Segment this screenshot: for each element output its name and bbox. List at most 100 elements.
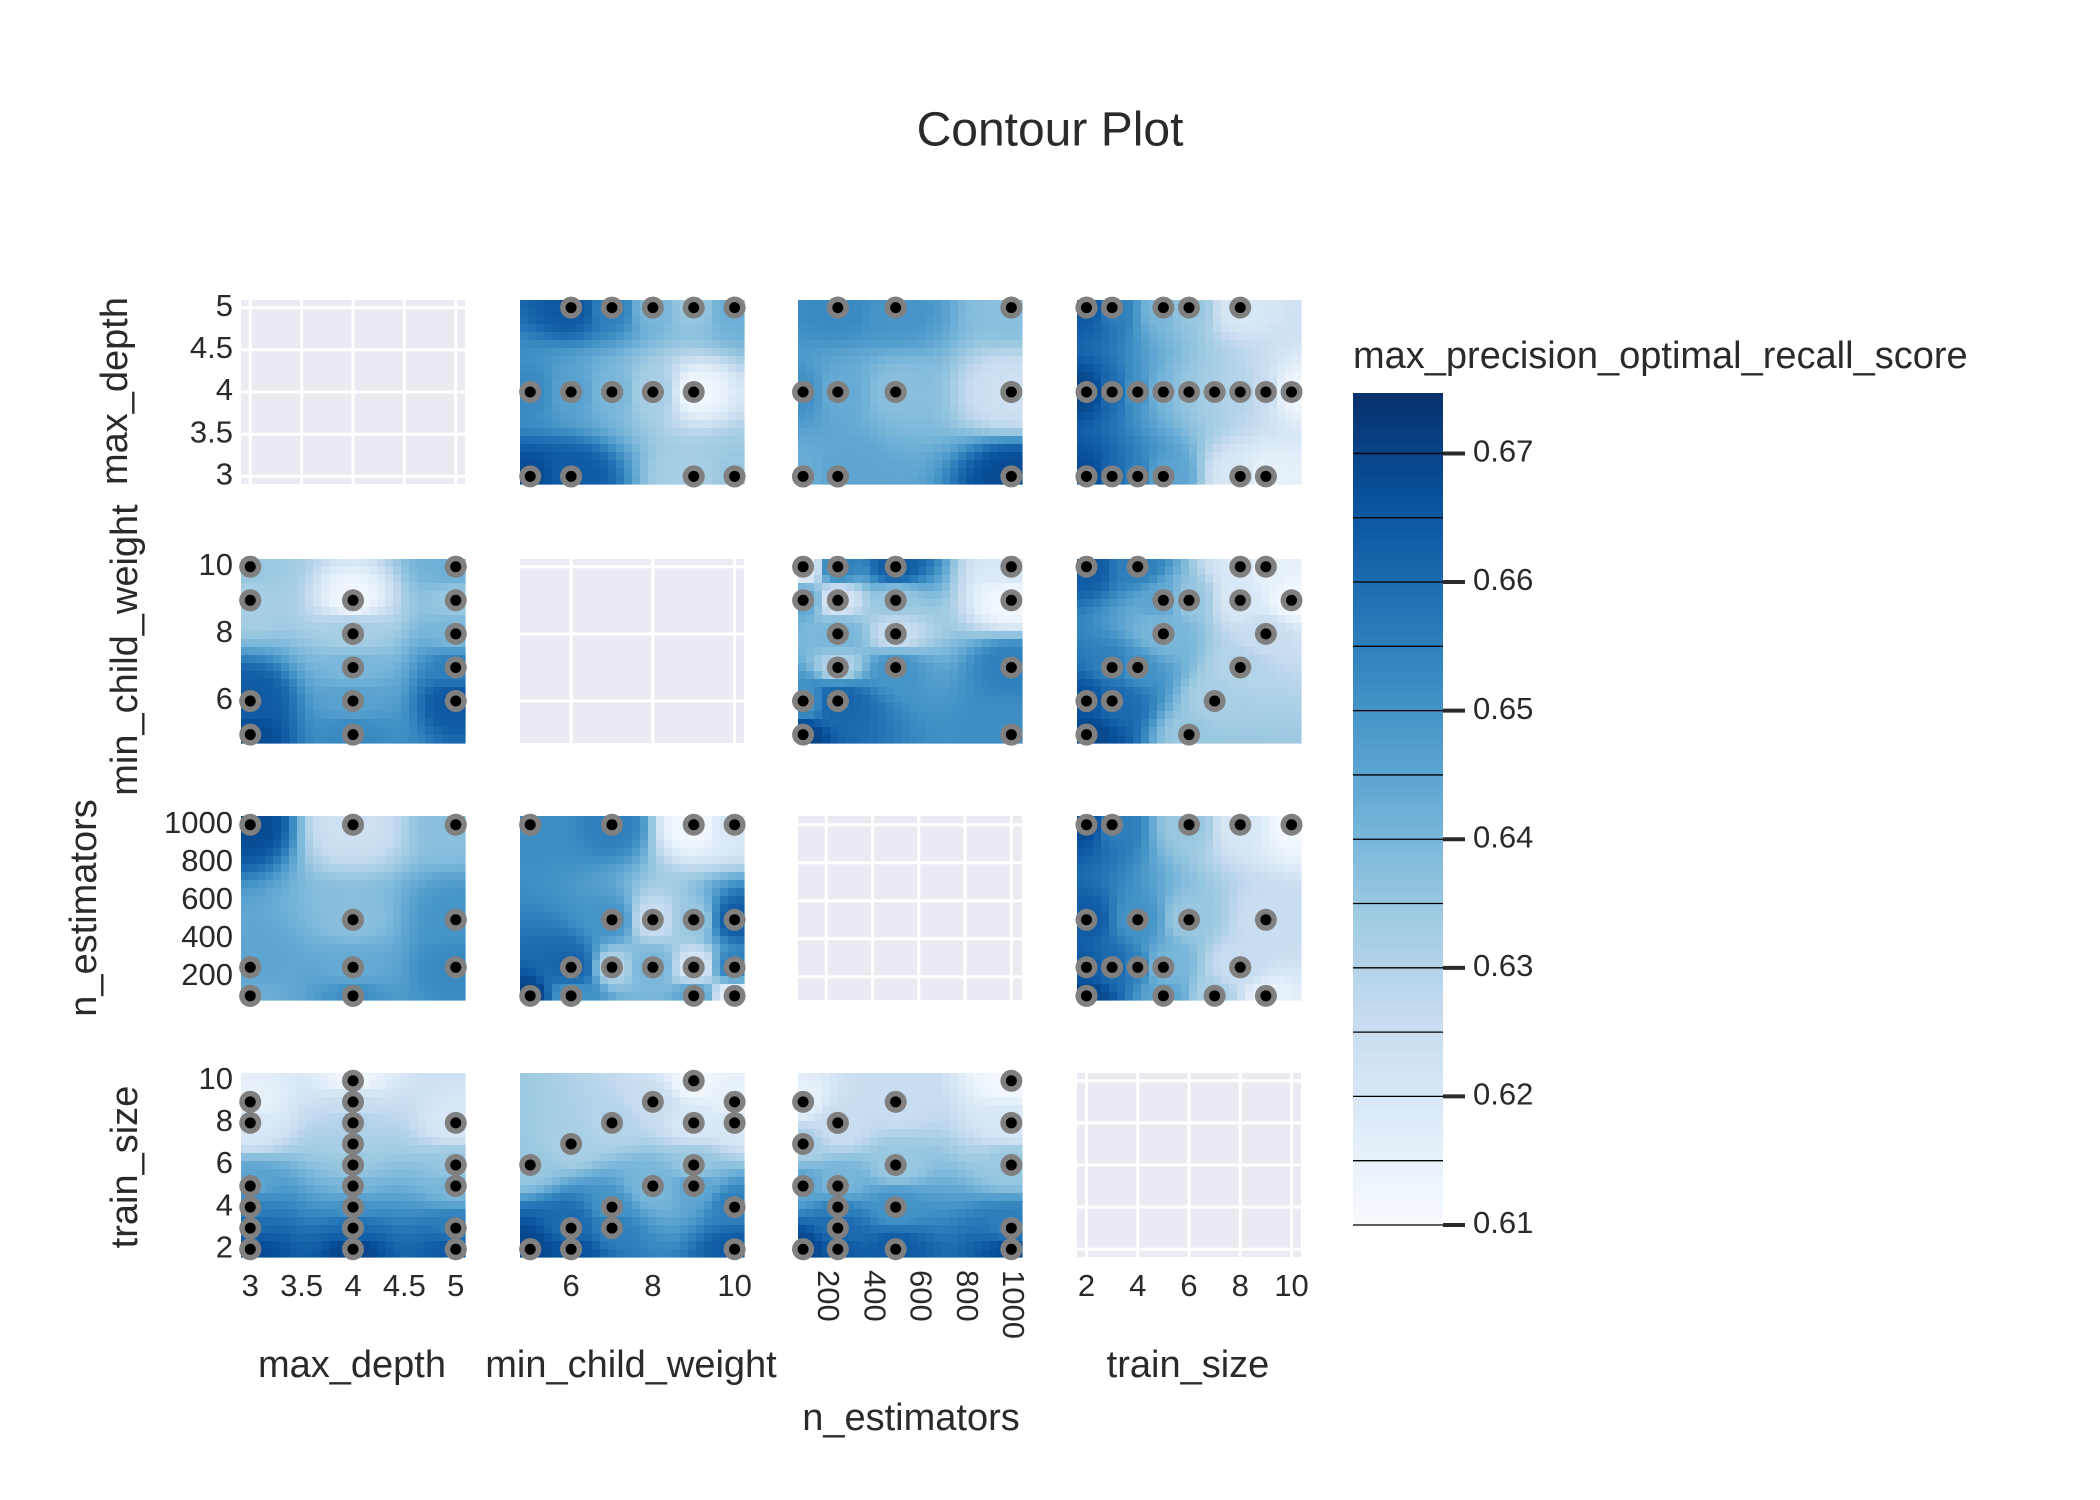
contour-cell	[265, 663, 274, 672]
contour-cell	[870, 735, 879, 744]
contour-cell	[1101, 679, 1110, 688]
contour-cell	[1269, 695, 1278, 704]
contour-cell	[862, 711, 871, 720]
contour-cell	[409, 711, 418, 720]
contour-cell	[257, 703, 266, 712]
contour-cell	[736, 412, 745, 421]
contour-cell	[728, 348, 737, 357]
contour-cell	[1014, 647, 1023, 656]
contour-cell	[249, 928, 258, 937]
contour-cell	[361, 567, 370, 576]
contour-cell	[1245, 615, 1254, 624]
contour-cell	[584, 420, 593, 429]
contour-cell	[520, 420, 529, 429]
contour-cell	[401, 663, 410, 672]
contour-cell	[1293, 631, 1302, 640]
contour-cell	[552, 864, 561, 873]
contour-cell	[425, 984, 434, 993]
contour-cell	[457, 992, 466, 1001]
contour-cell	[846, 340, 855, 349]
contour-cell	[552, 436, 561, 445]
contour-cell	[433, 727, 442, 736]
contour-cell	[321, 671, 330, 680]
contour-cell	[1109, 340, 1118, 349]
contour-cell	[998, 332, 1007, 341]
contour-cell	[680, 316, 689, 325]
contour-cell	[624, 476, 633, 485]
contour-cell	[982, 639, 991, 648]
contour-cell	[433, 856, 442, 865]
contour-cell	[297, 952, 306, 961]
contour-cell	[918, 380, 927, 389]
contour-cell	[584, 380, 593, 389]
contour-cell	[305, 599, 314, 608]
contour-cell	[624, 380, 633, 389]
contour-cell	[273, 735, 282, 744]
contour-cell	[974, 695, 983, 704]
contour-cell	[870, 324, 879, 333]
contour-cell	[1221, 719, 1230, 728]
contour-cell	[1285, 452, 1294, 461]
contour-cell	[329, 856, 338, 865]
contour-cell	[576, 316, 585, 325]
contour-cell	[441, 936, 450, 945]
contour-cell	[353, 880, 362, 889]
contour-cell	[1285, 444, 1294, 453]
contour-cell	[417, 623, 426, 632]
contour-cell	[958, 623, 967, 632]
contour-cell	[568, 896, 577, 905]
contour-cell	[862, 476, 871, 485]
contour-cell	[974, 711, 983, 720]
contour-cell	[632, 452, 641, 461]
contour-cell	[281, 944, 290, 953]
contour-cell	[1261, 436, 1270, 445]
contour-cell	[1237, 332, 1246, 341]
contour-cell	[966, 679, 975, 688]
contour-cell	[584, 364, 593, 373]
contour-cell	[353, 952, 362, 961]
contour-cell	[1237, 727, 1246, 736]
contour-cell	[974, 420, 983, 429]
contour-cell	[942, 332, 951, 341]
contour-cell	[720, 436, 729, 445]
contour-cell	[273, 583, 282, 592]
contour-cell	[544, 912, 553, 921]
contour-cell	[1101, 567, 1110, 576]
contour-cell	[1245, 460, 1254, 469]
contour-cell	[1277, 460, 1286, 469]
contour-cell	[1117, 412, 1126, 421]
contour-cell	[1205, 559, 1214, 568]
contour-cell	[377, 896, 386, 905]
contour-cell	[1149, 372, 1158, 381]
contour-cell	[846, 460, 855, 469]
contour-cell	[1189, 655, 1198, 664]
contour-cell	[1181, 623, 1190, 632]
contour-cell	[1093, 404, 1102, 413]
contour-cell	[680, 436, 689, 445]
contour-cell	[958, 655, 967, 664]
contour-cell	[878, 727, 887, 736]
contour-cell	[361, 920, 370, 929]
contour-cell	[321, 936, 330, 945]
contour-cell	[728, 388, 737, 397]
contour-cell	[934, 735, 943, 744]
contour-cell	[433, 936, 442, 945]
contour-cell	[273, 848, 282, 857]
contour-cell	[838, 348, 847, 357]
contour-cell	[313, 639, 322, 648]
contour-cell	[870, 679, 879, 688]
contour-cell	[433, 920, 442, 929]
contour-cell	[449, 607, 458, 616]
contour-cell	[680, 444, 689, 453]
contour-cell	[1173, 420, 1182, 429]
contour-cell	[966, 647, 975, 656]
contour-cell	[910, 404, 919, 413]
contour-cell	[846, 476, 855, 485]
contour-cell	[902, 356, 911, 365]
contour-cell	[353, 896, 362, 905]
contour-cell	[401, 864, 410, 873]
contour-cell	[1093, 348, 1102, 357]
contour-cell	[265, 992, 274, 1001]
contour-cell	[672, 316, 681, 325]
contour-cell	[544, 324, 553, 333]
